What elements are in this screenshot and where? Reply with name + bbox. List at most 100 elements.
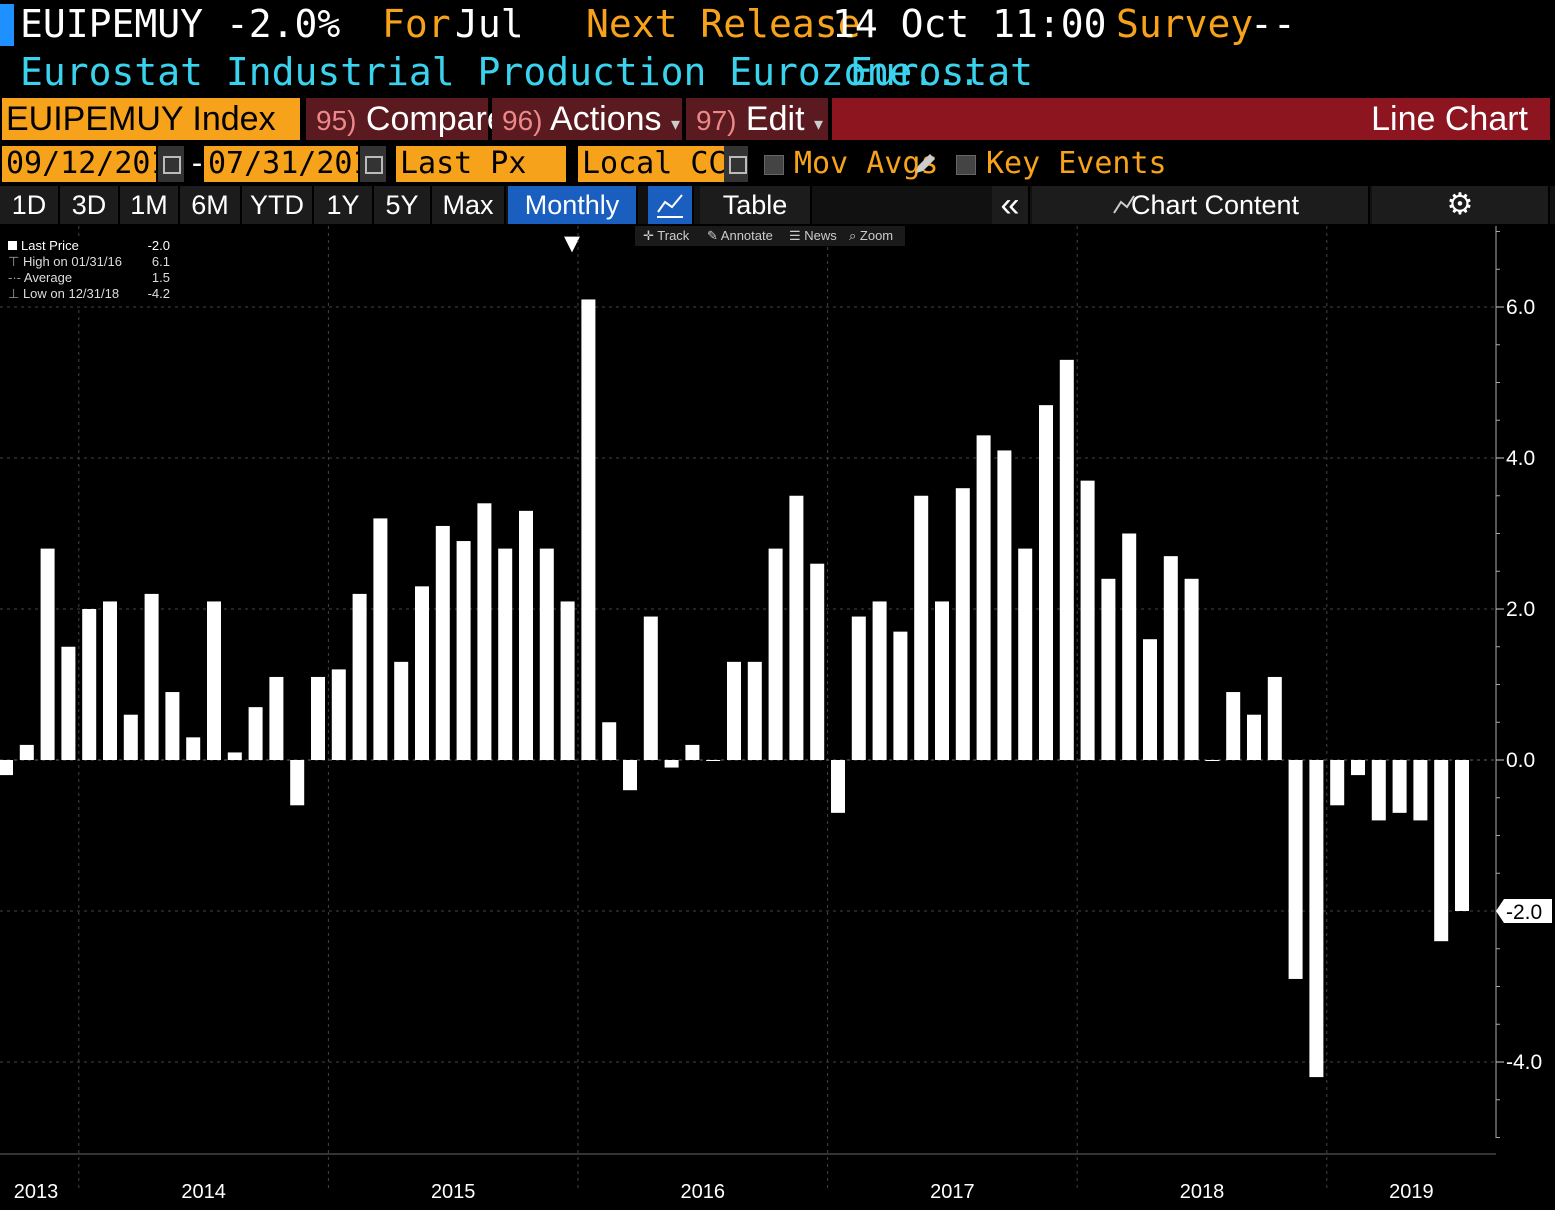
last-value-flag [1496, 899, 1552, 923]
key-events-checkbox[interactable] [956, 155, 976, 175]
tab-max[interactable]: Max [432, 186, 506, 224]
legend-value: -4.2 [147, 286, 170, 301]
x-year-label: 2016 [681, 1181, 726, 1203]
bar [747, 661, 762, 760]
bar [1288, 760, 1303, 979]
chart-content-button[interactable]: Chart Content [1032, 186, 1370, 224]
legend-label: Low on 12/31/18 [22, 286, 120, 301]
chart-type-bar: Line Chart [832, 98, 1550, 140]
bar [1455, 760, 1469, 911]
field-select[interactable]: Last Px [396, 146, 566, 182]
bar [352, 593, 367, 760]
tab-1m[interactable]: 1M [120, 186, 180, 224]
date-range-row: 09/12/2013 - 07/31/2019 Last Px Local CC… [0, 145, 1555, 185]
bar [144, 593, 159, 760]
edit-button[interactable]: 97) Edit ▾ [686, 98, 828, 140]
legend-swatch [8, 241, 17, 250]
bar [435, 525, 450, 760]
chart-type-label[interactable]: Line Chart [1371, 100, 1528, 138]
x-year-label: 2019 [1389, 1181, 1434, 1203]
chart-content-icon [1113, 195, 1135, 214]
bar [831, 760, 845, 813]
bar [602, 722, 617, 760]
bar [1184, 578, 1199, 760]
start-date-input[interactable]: 09/12/2013 [2, 146, 187, 182]
legend-value: 6.1 [151, 254, 170, 269]
tab-ytd[interactable]: YTD [242, 186, 314, 224]
date-separator: - [188, 146, 207, 181]
y-tick-label: 0.0 [1506, 749, 1535, 772]
bar [581, 299, 596, 760]
period-select[interactable]: Monthly ▼ [508, 186, 638, 258]
news-tool[interactable]: ☰ News [789, 228, 837, 243]
collapse-icon[interactable]: « [992, 186, 1030, 224]
bar [1371, 760, 1386, 821]
mov-avgs-label: Mov Avgs [794, 146, 939, 181]
bar [290, 760, 305, 806]
tab-6m[interactable]: 6M [180, 186, 242, 224]
security-field[interactable]: EUIPEMUY Index [2, 98, 300, 140]
chart-tools: ✛ Track ✎ Annotate ☰ News ⌕ Zoom [635, 226, 905, 246]
legend-high: ⊤ High on 01/31/16 6.1 [8, 254, 170, 269]
legend-label: Last Price [21, 238, 79, 253]
bar [935, 601, 949, 760]
legend-low: ⊥ Low on 12/31/18 -4.2 [8, 286, 170, 301]
tab-3d[interactable]: 3D [60, 186, 120, 224]
end-calendar-icon[interactable] [360, 146, 386, 182]
description-text: Eurostat Industrial Production Eurozone.… [20, 50, 981, 94]
bar [893, 631, 908, 760]
compare-label: Compare [365, 100, 506, 138]
bar [498, 548, 513, 760]
currency-dropdown-icon[interactable] [724, 146, 748, 182]
x-year-label: 2015 [431, 1181, 476, 1203]
line-chart-icon[interactable] [648, 186, 694, 224]
bar [269, 676, 284, 760]
table-button[interactable]: Table [700, 186, 812, 224]
end-date-input[interactable]: 07/31/2019 [204, 146, 389, 182]
zoom-tool[interactable]: ⌕ Zoom [849, 228, 894, 243]
annotate-tool[interactable]: ✎ Annotate [707, 228, 773, 243]
bar [415, 586, 429, 760]
legend-last-price: Last Price -2.0 [8, 238, 174, 254]
compare-button[interactable]: 95) Compare [306, 98, 506, 140]
compare-num: 95) [316, 105, 357, 136]
x-year-label: 2014 [181, 1181, 226, 1203]
start-calendar-icon[interactable] [158, 146, 184, 182]
tab-1d[interactable]: 1D [0, 186, 60, 224]
bar [1163, 556, 1178, 760]
y-tick-label: 6.0 [1506, 296, 1535, 319]
bar [311, 676, 325, 760]
bar [1122, 533, 1137, 760]
x-year-label: 2013 [14, 1181, 59, 1203]
next-release-label: Next Release [586, 2, 861, 46]
for-value: Jul [455, 2, 524, 46]
y-axis: 6.0 4.0 2.0 0.0 -4.0 -2.0 [1495, 226, 1552, 1138]
edit-num: 97) [696, 105, 737, 136]
bar [539, 548, 554, 760]
track-tool[interactable]: ✛ Track [643, 228, 690, 243]
bar [1039, 405, 1053, 760]
actions-button[interactable]: 96) Actions ▾ [492, 98, 682, 140]
currency-select[interactable]: Local CCY [578, 146, 745, 182]
y-tick-label: -4.0 [1506, 1051, 1542, 1074]
gear-icon[interactable]: ⚙ [1372, 186, 1550, 224]
bar [1267, 676, 1282, 760]
bar [768, 548, 783, 760]
actions-caret-icon: ▾ [671, 114, 681, 134]
legend-value: 1.5 [151, 270, 170, 285]
edit-label: Edit [745, 100, 805, 138]
tab-5y[interactable]: 5Y [374, 186, 432, 224]
x-year-label: 2017 [930, 1181, 975, 1203]
pencil-icon[interactable] [912, 151, 938, 177]
bar [165, 692, 180, 760]
bar [207, 601, 221, 760]
mov-avgs-checkbox[interactable] [764, 155, 784, 175]
bar [103, 601, 117, 760]
bar [1434, 760, 1449, 942]
bar [872, 601, 887, 760]
tab-1y[interactable]: 1Y [314, 186, 374, 224]
main-toolbar: EUIPEMUY Index 95) Compare 96) Actions ▾… [0, 97, 1555, 143]
bar [123, 714, 138, 760]
bar [1226, 692, 1241, 760]
bar [248, 707, 263, 760]
